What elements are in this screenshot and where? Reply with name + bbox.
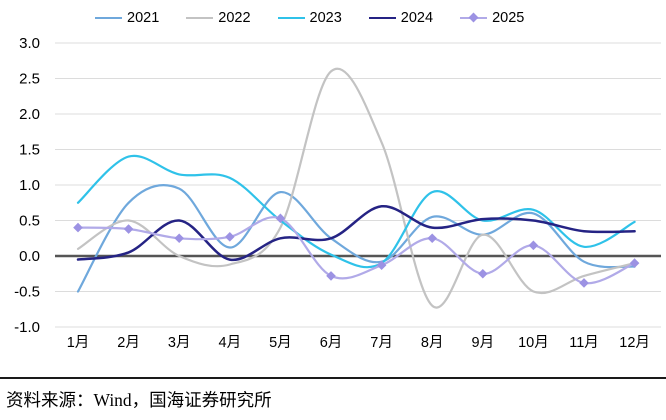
x-axis-tick-label: 4月 bbox=[219, 335, 242, 351]
x-axis-tick-label: 12月 bbox=[619, 335, 650, 351]
x-axis-tick-label: 10月 bbox=[518, 335, 549, 351]
legend-line-swatch bbox=[277, 16, 305, 20]
chart-legend: 2021 2022 2023 2024 2025 bbox=[95, 6, 524, 30]
legend-label: 2024 bbox=[400, 9, 434, 26]
diamond-marker bbox=[477, 268, 488, 279]
x-axis-tick-label: 11月 bbox=[569, 335, 599, 351]
diamond-marker bbox=[174, 233, 185, 244]
x-axis-tick-label: 1月 bbox=[67, 335, 90, 351]
footer: 资料来源：Wind，国海证券研究所 bbox=[0, 377, 666, 420]
legend-line-swatch bbox=[95, 16, 122, 20]
y-axis-tick-label: 1.0 bbox=[19, 177, 40, 194]
legend-label: 2025 bbox=[492, 9, 525, 26]
x-axis-tick-label: 6月 bbox=[320, 335, 343, 351]
legend-line-swatch bbox=[460, 12, 488, 23]
x-axis-tick-label: 2月 bbox=[117, 335, 140, 351]
diamond-marker bbox=[73, 222, 83, 233]
y-axis-tick-label: 3.0 bbox=[19, 35, 40, 52]
plot-area: 3.0 2.5 2.0 1.5 1.0 0.5 0.0 -0.5 -1.0 1月 2月 3月 4月 5月 6… bbox=[14, 35, 661, 351]
legend-item-2024: 2024 bbox=[368, 9, 434, 26]
legend-item-2021: 2021 bbox=[95, 11, 159, 26]
series-line-2023 bbox=[76, 154, 636, 269]
x-axis-tick-label: 3月 bbox=[168, 335, 191, 351]
y-axis-tick-label: 0.5 bbox=[19, 213, 40, 230]
legend-item-2023: 2023 bbox=[277, 9, 342, 26]
diamond-marker bbox=[326, 271, 336, 281]
source-note: 资料来源：Wind，国海证券研究所 bbox=[6, 390, 272, 410]
legend-label: 2021 bbox=[127, 9, 160, 26]
legend-line-swatch bbox=[368, 16, 396, 20]
y-axis-tick-label: 2.0 bbox=[19, 106, 40, 123]
diamond-marker bbox=[629, 258, 640, 268]
series-line-2024 bbox=[76, 205, 636, 261]
diamond-marker bbox=[528, 240, 539, 251]
legend-item-2022: 2022 bbox=[186, 9, 251, 26]
x-axis-tick-label: 9月 bbox=[472, 335, 495, 351]
y-axis-tick-label: 0.0 bbox=[19, 248, 40, 265]
y-axis-tick-label: -1.0 bbox=[14, 319, 40, 336]
legend-label: 2023 bbox=[309, 9, 342, 26]
legend-label: 2022 bbox=[218, 9, 251, 26]
diamond-marker bbox=[224, 232, 235, 242]
diamond-marker bbox=[427, 233, 438, 244]
y-axis-tick-label: -0.5 bbox=[14, 284, 40, 301]
x-axis-tick-label: 5月 bbox=[269, 335, 292, 351]
legend-line-swatch bbox=[186, 16, 214, 20]
x-axis-tick-label: 8月 bbox=[421, 335, 444, 351]
y-axis-tick-label: 2.5 bbox=[19, 71, 40, 88]
series-line-2021 bbox=[76, 184, 636, 293]
series-line-2022 bbox=[76, 67, 636, 309]
diamond-marker bbox=[123, 224, 134, 234]
diamond-marker bbox=[376, 260, 387, 271]
diamond-marker bbox=[579, 278, 589, 288]
x-axis-tick-label: 7月 bbox=[370, 335, 393, 351]
y-axis-tick-label: 1.5 bbox=[19, 142, 40, 159]
legend-item-2025: 2025 bbox=[460, 11, 524, 26]
